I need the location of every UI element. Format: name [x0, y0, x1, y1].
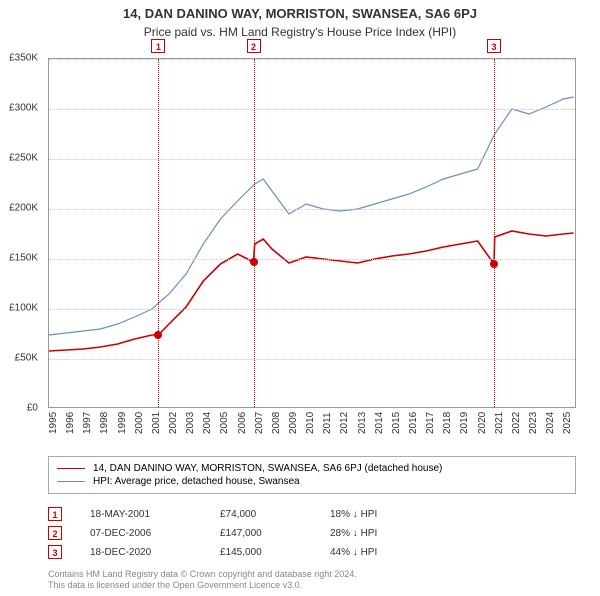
footer-attribution: Contains HM Land Registry data © Crown c…	[48, 569, 576, 592]
x-tick-label: 2013	[357, 412, 368, 434]
x-axis-labels: 1995 1996 1997 1998 1999 2000 2001 2002 2003 2004…	[48, 410, 576, 456]
y-tick-label: £50K	[15, 353, 38, 364]
y-tick-label: £150K	[9, 253, 38, 264]
x-tick-label: 1999	[117, 412, 128, 434]
sale-number-box: 2	[48, 526, 62, 540]
x-tick-label: 2006	[237, 412, 248, 434]
legend-row: HPI: Average price, detached house, Swan…	[57, 476, 567, 487]
x-tick-label: 2025	[562, 412, 573, 434]
chart-plot-area: 123	[48, 58, 576, 408]
sale-row: 1 18-MAY-2001£74,00018% ↓ HPI	[48, 507, 576, 521]
legend: 14, DAN DANINO WAY, MORRISTON, SWANSEA, …	[48, 456, 576, 494]
y-tick-label: £300K	[9, 103, 38, 114]
chart-svg	[49, 59, 577, 409]
x-tick-label: 2022	[511, 412, 522, 434]
x-tick-label: 2024	[545, 412, 556, 434]
x-tick-label: 2003	[185, 412, 196, 434]
x-tick-label: 2023	[528, 412, 539, 434]
x-tick-label: 2019	[459, 412, 470, 434]
y-axis-labels: £0£50K£100K£150K£200K£250K£300K£350K	[0, 58, 44, 408]
x-tick-label: 2017	[425, 412, 436, 434]
x-tick-label: 2015	[391, 412, 402, 434]
footer-line1: Contains HM Land Registry data © Crown c…	[48, 569, 357, 579]
y-tick-label: £250K	[9, 153, 38, 164]
x-tick-label: 2021	[494, 412, 505, 434]
x-tick-label: 2004	[202, 412, 213, 434]
x-tick-label: 2010	[305, 412, 316, 434]
sale-row: 2 07-DEC-2006£147,00028% ↓ HPI	[48, 526, 576, 540]
legend-label: 14, DAN DANINO WAY, MORRISTON, SWANSEA, …	[93, 463, 442, 474]
sale-marker-dot	[250, 258, 258, 266]
sale-date: 07-DEC-2006	[90, 528, 220, 539]
x-tick-label: 1996	[65, 412, 76, 434]
sale-number-box: 1	[48, 507, 62, 521]
sale-marker-box: 1	[151, 39, 165, 53]
y-tick-label: £100K	[9, 303, 38, 314]
x-tick-label: 2002	[168, 412, 179, 434]
sales-table: 1 18-MAY-2001£74,00018% ↓ HPI 2 07-DEC-2006…	[48, 502, 576, 564]
y-tick-label: £200K	[9, 203, 38, 214]
x-tick-label: 2000	[134, 412, 145, 434]
x-tick-label: 2011	[322, 412, 333, 434]
x-tick-label: 2008	[271, 412, 282, 434]
x-tick-label: 2009	[288, 412, 299, 434]
chart-subtitle: Price paid vs. HM Land Registry's House …	[0, 25, 600, 39]
sale-price: £147,000	[220, 528, 330, 539]
footer-line2: This data is licensed under the Open Gov…	[48, 580, 302, 590]
chart-title: 14, DAN DANINO WAY, MORRISTON, SWANSEA, …	[0, 6, 600, 21]
sale-diff: 18% ↓ HPI	[330, 509, 440, 520]
x-tick-label: 2007	[254, 412, 265, 434]
y-tick-label: £0	[27, 403, 38, 414]
x-tick-label: 2001	[151, 412, 162, 434]
sale-marker-box: 3	[487, 39, 501, 53]
sale-diff: 44% ↓ HPI	[330, 547, 440, 558]
sale-diff: 28% ↓ HPI	[330, 528, 440, 539]
x-tick-label: 1995	[48, 412, 59, 434]
x-tick-label: 2014	[374, 412, 385, 434]
x-tick-label: 2020	[477, 412, 488, 434]
sale-marker-dot	[490, 260, 498, 268]
sale-price: £145,000	[220, 547, 330, 558]
x-tick-label: 1998	[99, 412, 110, 434]
x-tick-label: 2012	[339, 412, 350, 434]
sale-date: 18-MAY-2001	[90, 509, 220, 520]
x-tick-label: 2018	[442, 412, 453, 434]
sale-marker-box: 2	[247, 39, 261, 53]
legend-row: 14, DAN DANINO WAY, MORRISTON, SWANSEA, …	[57, 463, 567, 474]
legend-label: HPI: Average price, detached house, Swan…	[93, 476, 300, 487]
x-tick-label: 1997	[82, 412, 93, 434]
sale-price: £74,000	[220, 509, 330, 520]
sale-row: 3 18-DEC-2020£145,00044% ↓ HPI	[48, 545, 576, 559]
x-tick-label: 2005	[219, 412, 230, 434]
legend-swatch	[57, 468, 85, 469]
sale-date: 18-DEC-2020	[90, 547, 220, 558]
y-tick-label: £350K	[9, 53, 38, 64]
legend-swatch	[57, 481, 85, 482]
x-tick-label: 2016	[408, 412, 419, 434]
sale-number-box: 3	[48, 545, 62, 559]
sale-marker-dot	[154, 331, 162, 339]
